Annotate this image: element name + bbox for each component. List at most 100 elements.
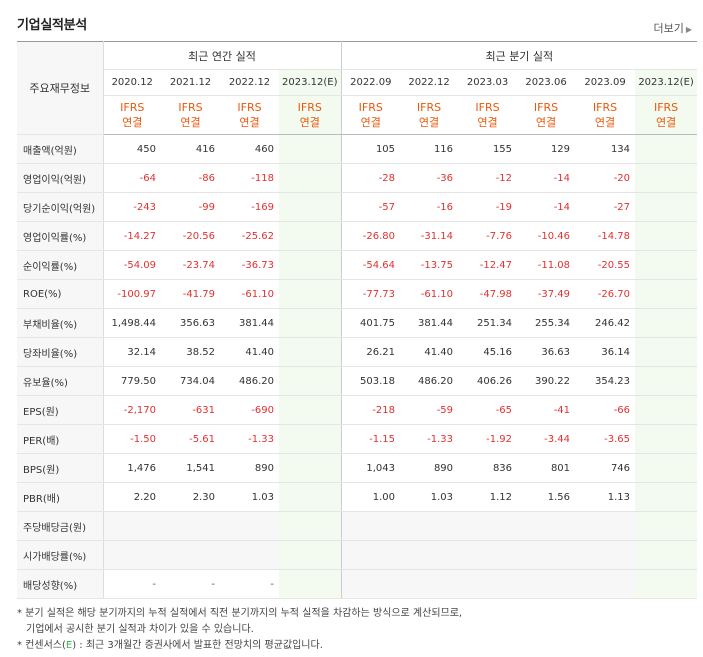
annual-group-header: 최근 연간 실적 — [103, 41, 342, 70]
table-cell: -41 — [517, 395, 576, 425]
table-cell: -100.97 — [103, 279, 161, 309]
row-label: PER(배) — [17, 424, 104, 454]
table-cell — [279, 279, 342, 309]
table-cell: -37.49 — [517, 279, 576, 309]
table-cell — [635, 366, 698, 396]
table-cell — [575, 511, 636, 541]
standard-ifrs: IFRS — [475, 101, 500, 114]
standard-consolidated: 연결 — [180, 116, 201, 129]
table-cell: -28 — [341, 163, 401, 193]
table-cell: -36.73 — [220, 250, 279, 280]
table-cell: 129 — [517, 134, 576, 164]
period-header: 2023.06 — [517, 69, 576, 96]
table-cell — [220, 540, 279, 570]
table-cell — [161, 540, 220, 570]
table-cell — [279, 453, 342, 483]
table-cell: -31.14 — [400, 221, 459, 251]
table-row: 매출액(억원) 450 416 460 105 116 155 129 134 — [17, 134, 698, 164]
row-label: 주당배당금(원) — [17, 511, 104, 541]
table-row: 주당배당금(원) — [17, 511, 698, 541]
table-cell: 2.20 — [103, 482, 161, 512]
table-cell: -14.78 — [575, 221, 636, 251]
table-cell — [279, 395, 342, 425]
table-cell — [458, 569, 518, 599]
table-cell: 1,541 — [161, 453, 220, 483]
table-cell: 41.40 — [220, 337, 279, 367]
table-cell: -41.79 — [161, 279, 220, 309]
table-cell: -77.73 — [341, 279, 401, 309]
table-cell: -20.55 — [575, 250, 636, 280]
table-cell: -16 — [400, 192, 459, 222]
table-cell — [458, 511, 518, 541]
table-cell: 381.44 — [220, 308, 279, 338]
table-cell — [279, 163, 342, 193]
table-cell: 486.20 — [220, 366, 279, 396]
table-cell: -54.09 — [103, 250, 161, 280]
table-cell — [400, 540, 459, 570]
standard-consolidated: 연결 — [477, 116, 498, 129]
table-cell — [517, 511, 576, 541]
table-cell: 460 — [220, 134, 279, 164]
table-cell: 246.42 — [575, 308, 636, 338]
table-cell: 36.14 — [575, 337, 636, 367]
table-cell — [341, 569, 401, 599]
table-cell — [279, 482, 342, 512]
standard-consolidated: 연결 — [418, 116, 440, 129]
table-cell — [279, 192, 342, 222]
table-cell: 381.44 — [400, 308, 459, 338]
accounting-standard: IFRS 연결 — [635, 95, 698, 135]
standard-ifrs: IFRS — [120, 101, 145, 114]
accounting-standard: IFRS 연결 — [517, 95, 576, 135]
table-cell: 836 — [458, 453, 518, 483]
more-link[interactable]: 더보기 ▶ — [653, 20, 692, 36]
standard-ifrs: IFRS — [237, 101, 262, 114]
table-cell — [635, 221, 698, 251]
footnote-quarterly: * 분기 실적은 해당 분기까지의 누적 실적에서 직전 분기까지의 누적 실적… — [17, 608, 463, 619]
standard-ifrs: IFRS — [297, 101, 322, 114]
table-cell: -20 — [575, 163, 636, 193]
financial-summary-table: 주요재무정보 최근 연간 실적 최근 분기 실적 2020.12 2021.12 2… — [17, 41, 698, 599]
table-cell: 401.75 — [341, 308, 401, 338]
table-cell — [279, 366, 342, 396]
table-row: EPS(원) -2,170 -631 -690 -218 -59 -65 -41 -66 — [17, 395, 698, 425]
row-label: 당기순이익(억원) — [17, 192, 104, 222]
row-label: PBR(배) — [17, 482, 104, 512]
row-label: 배당성향(%) — [17, 569, 104, 599]
table-cell: 486.20 — [400, 366, 459, 396]
accounting-standard: IFRS 연결 — [575, 95, 636, 135]
row-label: 영업이익률(%) — [17, 221, 104, 251]
table-cell: 1.00 — [341, 482, 401, 512]
standard-ifrs: IFRS — [653, 101, 679, 114]
table-cell: -169 — [220, 192, 279, 222]
table-cell: -1.33 — [400, 424, 459, 454]
table-cell — [635, 250, 698, 280]
table-cell: 356.63 — [161, 308, 220, 338]
table-cell: 1.56 — [517, 482, 576, 512]
period-header: 2023.12(E) — [279, 69, 342, 96]
accounting-standard: IFRS 연결 — [220, 95, 279, 135]
table-cell: -2,170 — [103, 395, 161, 425]
table-cell: -66 — [575, 395, 636, 425]
table-cell: 1.12 — [458, 482, 518, 512]
table-cell — [341, 540, 401, 570]
table-cell — [635, 279, 698, 309]
table-cell — [400, 569, 459, 599]
table-cell: -12 — [458, 163, 518, 193]
table-cell — [635, 192, 698, 222]
table-cell — [400, 511, 459, 541]
period-header: 2023.12(E) — [635, 69, 698, 96]
table-cell: 1,043 — [341, 453, 401, 483]
table-cell: 155 — [458, 134, 518, 164]
table-cell — [279, 337, 342, 367]
row-header-label: 주요재무정보 — [17, 41, 104, 135]
table-cell — [517, 540, 576, 570]
period-header: 2021.12 — [161, 69, 220, 96]
table-cell — [635, 337, 698, 367]
footnotes: * 분기 실적은 해당 분기까지의 누적 실적에서 직전 분기까지의 누적 실적… — [17, 606, 462, 654]
table-cell: 1.03 — [400, 482, 459, 512]
accounting-standard: IFRS 연결 — [279, 95, 342, 135]
table-cell: 390.22 — [517, 366, 576, 396]
table-cell: -47.98 — [458, 279, 518, 309]
table-cell: -23.74 — [161, 250, 220, 280]
table-cell: 503.18 — [341, 366, 401, 396]
